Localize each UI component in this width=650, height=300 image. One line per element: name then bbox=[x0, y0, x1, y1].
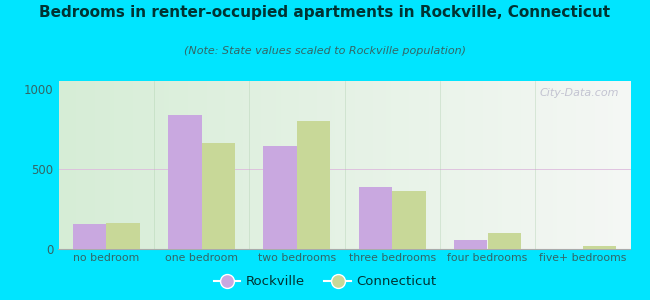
Legend: Rockville, Connecticut: Rockville, Connecticut bbox=[209, 270, 441, 293]
Bar bbox=[583, 246, 616, 249]
Bar bbox=[392, 190, 426, 249]
Bar bbox=[73, 224, 106, 249]
Bar bbox=[454, 240, 488, 249]
Bar bbox=[202, 143, 235, 249]
Bar bbox=[168, 115, 202, 249]
Bar bbox=[263, 146, 297, 249]
Text: Bedrooms in renter-occupied apartments in Rockville, Connecticut: Bedrooms in renter-occupied apartments i… bbox=[40, 4, 610, 20]
Bar bbox=[488, 233, 521, 249]
Text: (Note: State values scaled to Rockville population): (Note: State values scaled to Rockville … bbox=[184, 46, 466, 56]
Bar bbox=[359, 187, 392, 249]
Text: City-Data.com: City-Data.com bbox=[540, 88, 619, 98]
Bar bbox=[106, 224, 140, 249]
Bar bbox=[297, 121, 330, 249]
